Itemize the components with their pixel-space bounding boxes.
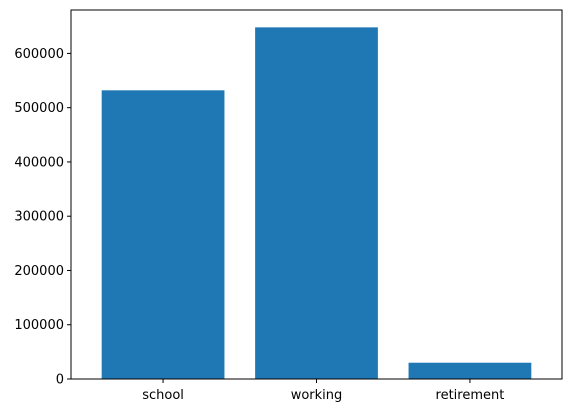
- x-tick-label-retirement: retirement: [436, 388, 505, 403]
- ticks-layer: 0 100000 200000 300000 400000 500000 600000 sch…: [14, 47, 504, 403]
- bar-retirement: [408, 362, 532, 379]
- y-tick-label: 100000: [14, 318, 64, 333]
- y-tick-label: 500000: [14, 101, 64, 116]
- x-tick-label-school: school: [142, 388, 184, 403]
- y-tick-label: 300000: [14, 210, 64, 225]
- bar-working: [255, 27, 378, 379]
- bar-school: [101, 90, 225, 379]
- bars-layer: [101, 27, 532, 379]
- y-tick-label: 600000: [14, 47, 64, 62]
- y-tick-label: 200000: [14, 264, 64, 279]
- x-tick-label-working: working: [291, 388, 343, 403]
- y-tick-label: 400000: [14, 155, 64, 170]
- y-tick-label: 0: [56, 373, 64, 388]
